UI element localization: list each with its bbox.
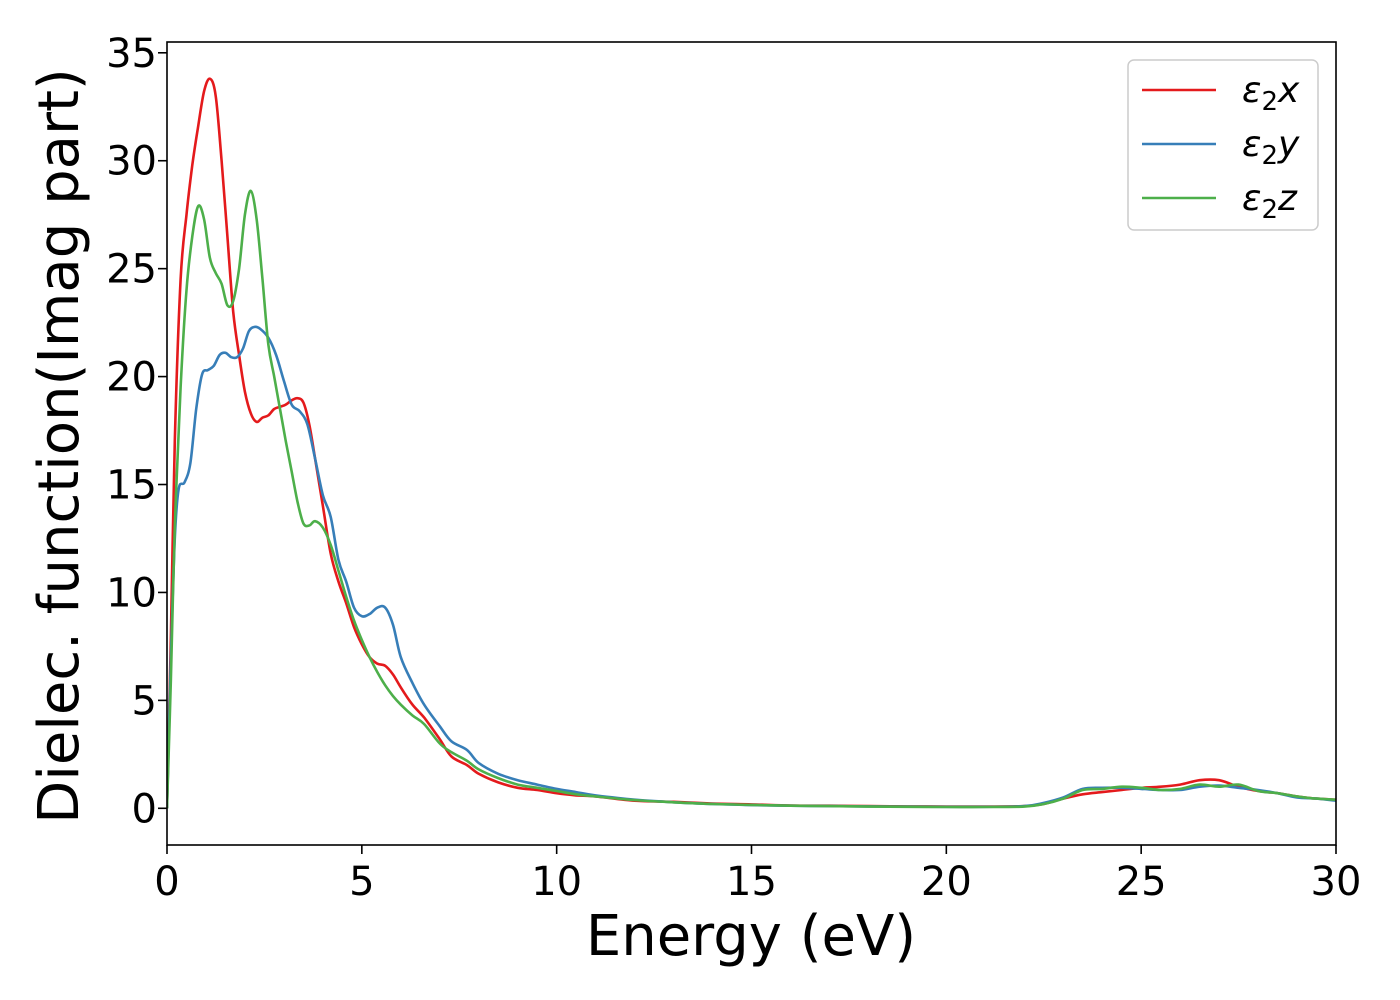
x-axis-title: Energy (eV) — [586, 904, 916, 969]
legend-label-2: ε2y — [1242, 124, 1300, 171]
series-line-3 — [167, 189, 1336, 809]
y-tick-label: 15 — [106, 463, 157, 509]
x-tick-label: 25 — [1116, 859, 1167, 905]
y-tick-label: 5 — [132, 678, 157, 724]
y-tick-label: 20 — [106, 355, 157, 401]
y-tick-label: 30 — [106, 139, 157, 185]
y-tick-label: 0 — [132, 786, 157, 832]
legend-label-1: ε2x — [1242, 70, 1300, 117]
y-tick-label: 10 — [106, 570, 157, 616]
x-tick-label: 0 — [154, 859, 179, 905]
series-line-1 — [167, 77, 1336, 809]
x-tick-label: 5 — [349, 859, 374, 905]
x-tick-label: 20 — [921, 859, 972, 905]
legend-label-3: ε2z — [1242, 178, 1298, 225]
series-layer — [167, 77, 1336, 809]
x-tick-label: 15 — [726, 859, 777, 905]
legend: ε2x ε2y ε2z — [1127, 59, 1319, 231]
series-line-2 — [167, 325, 1336, 809]
y-axis: 0 5 10 15 20 25 30 35 — [106, 31, 167, 832]
legend-box — [1127, 59, 1319, 231]
x-tick-label: 30 — [1311, 859, 1362, 905]
x-tick-label: 10 — [531, 859, 582, 905]
y-tick-label: 35 — [106, 31, 157, 77]
y-tick-label: 25 — [106, 247, 157, 293]
x-axis: 0 5 10 15 20 25 30 — [154, 845, 1361, 905]
y-axis-title: Dielec. function(Imag part) — [27, 68, 92, 824]
